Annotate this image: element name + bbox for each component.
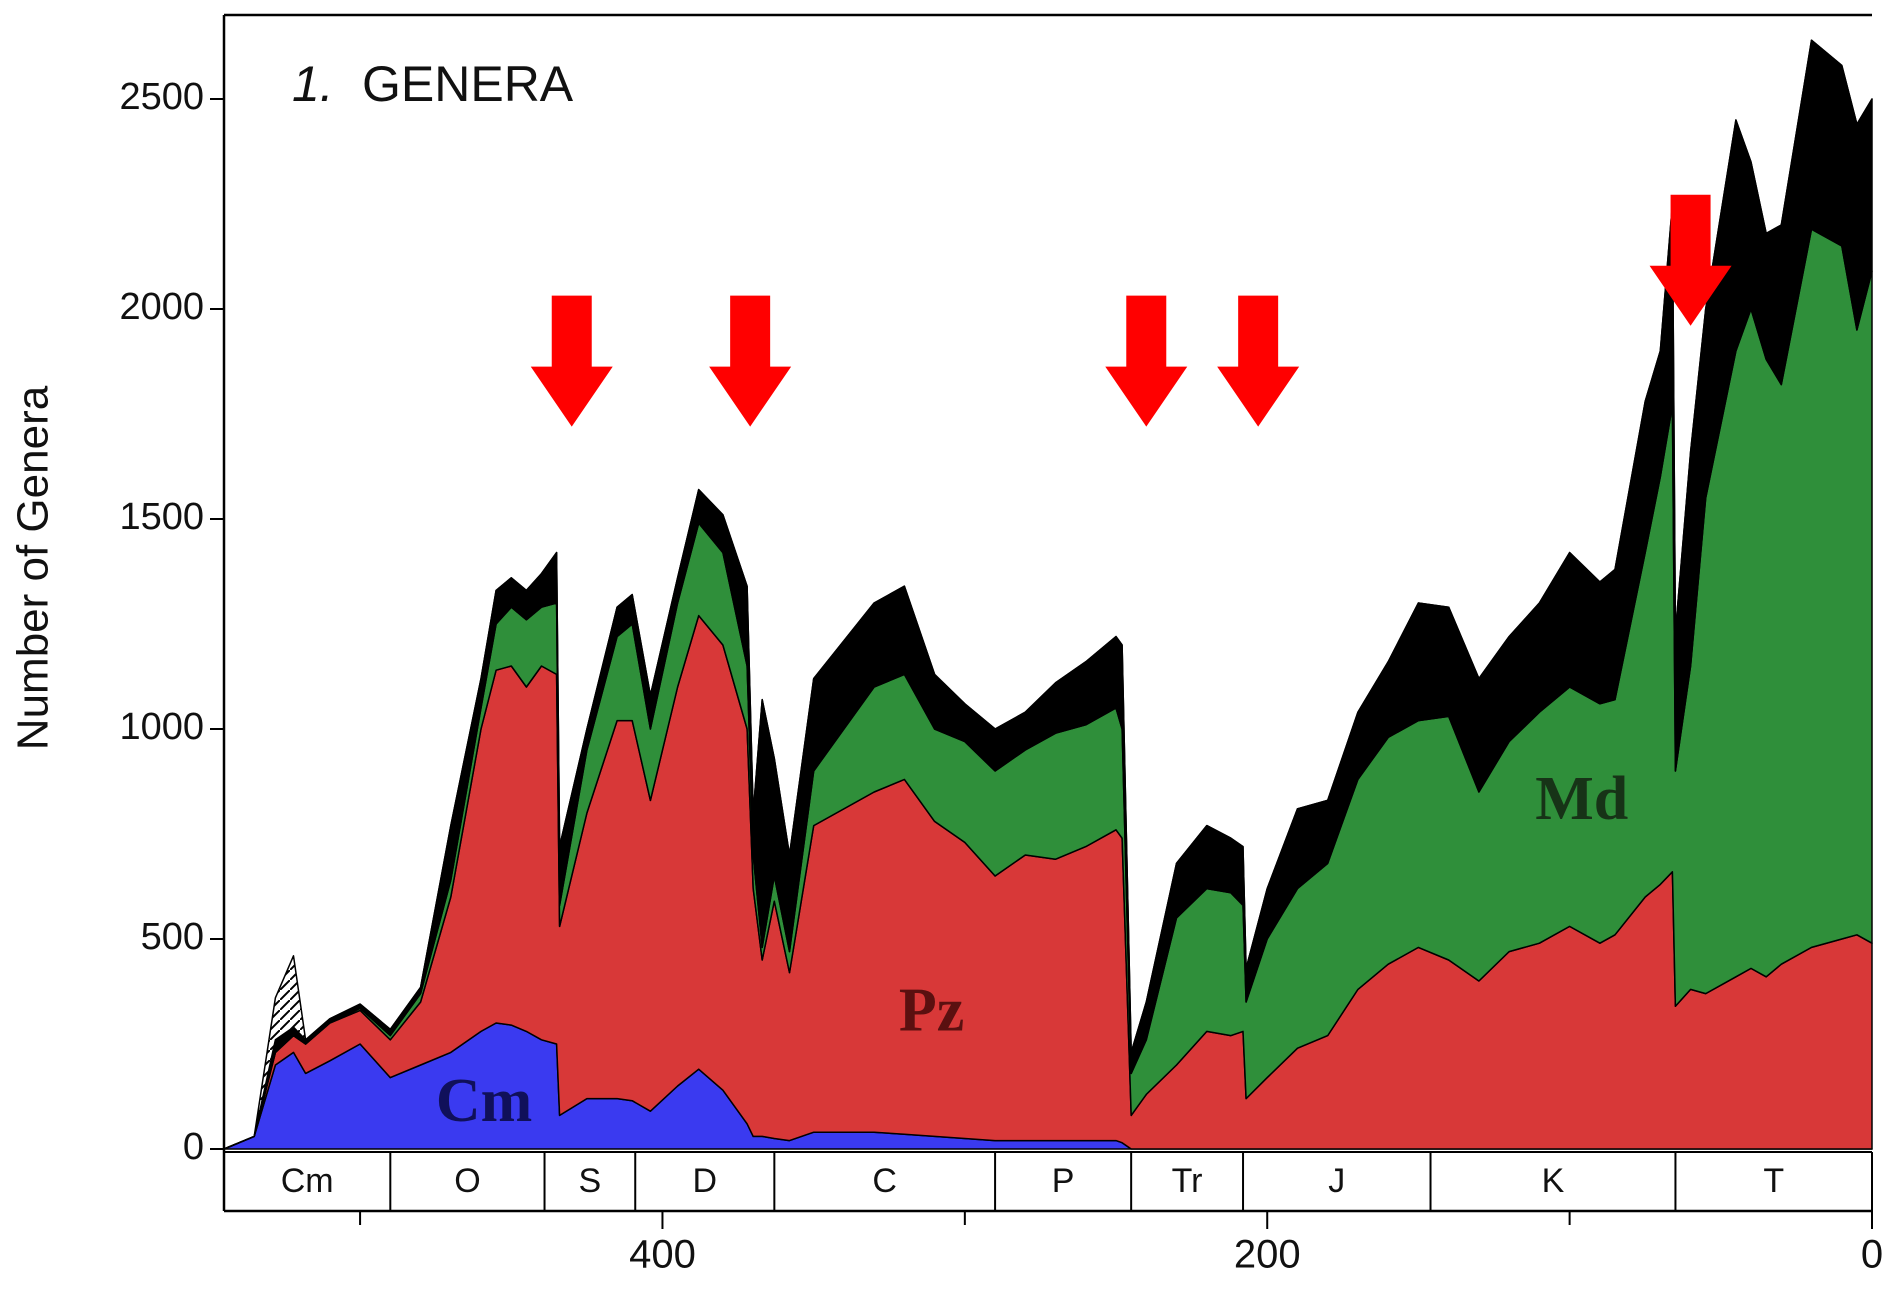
- y-tick-label: 1000: [119, 706, 204, 748]
- period-label: D: [693, 1162, 718, 1200]
- period-label: C: [872, 1162, 897, 1200]
- period-label: Tr: [1172, 1162, 1203, 1200]
- arrow: [530, 295, 613, 427]
- arrow: [1649, 194, 1732, 326]
- period-label: O: [454, 1162, 480, 1200]
- period-label: K: [1542, 1162, 1565, 1200]
- y-axis-label: Number of Genera: [9, 385, 58, 750]
- period-label: J: [1328, 1162, 1345, 1200]
- arrow: [1105, 295, 1188, 427]
- period-label: S: [579, 1162, 602, 1200]
- period-label: T: [1763, 1162, 1784, 1200]
- title-number: 1.: [292, 56, 334, 112]
- arrow: [709, 295, 792, 427]
- y-tick-label: 2500: [119, 76, 204, 118]
- series-label: Md: [1535, 765, 1628, 833]
- x-tick-label: 400: [629, 1233, 696, 1277]
- areas: [223, 39, 1873, 1150]
- chart-title: GENERA: [362, 56, 574, 112]
- series-label: Pz: [899, 977, 964, 1045]
- x-tick-label: 0: [1861, 1233, 1883, 1277]
- area: [223, 39, 1873, 1150]
- y-tick-label: 500: [141, 916, 204, 958]
- x-tick-label: 200: [1234, 1233, 1301, 1277]
- period-label: P: [1052, 1162, 1075, 1200]
- series-label: Cm: [436, 1067, 532, 1135]
- y-tick-label: 1500: [119, 496, 204, 538]
- arrow: [1217, 295, 1300, 427]
- y-tick-label: 0: [183, 1126, 204, 1168]
- period-label: Cm: [281, 1162, 334, 1200]
- y-tick-label: 2000: [119, 286, 204, 328]
